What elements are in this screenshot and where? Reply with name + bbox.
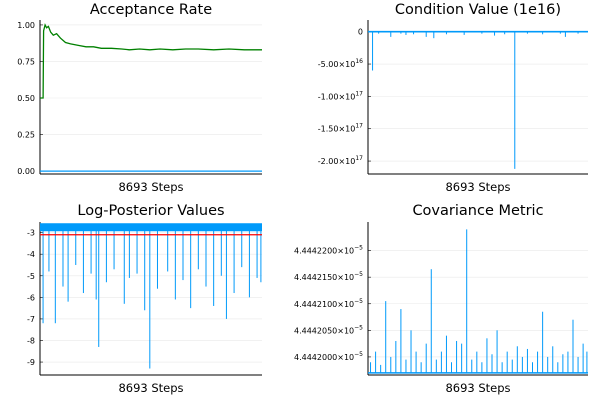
x-axis-label: 8693 Steps <box>445 381 510 395</box>
chart-title: Condition Value (1e16) <box>395 2 561 18</box>
x-axis-label: 8693 Steps <box>445 180 510 194</box>
y-tick-label: -9 <box>27 358 35 367</box>
y-tick-base: -5.00×10 <box>318 60 356 69</box>
chart-title: Log-Posterior Values <box>77 203 224 219</box>
y-tick-base: 4.4442000×10 <box>294 353 354 362</box>
y-tick-label: -1.50×1017 <box>318 123 363 134</box>
y-tick-label: 0.00 <box>17 167 35 176</box>
y-tick-label: 0.75 <box>17 57 35 66</box>
y-tick-label: 0.25 <box>17 131 35 140</box>
y-tick-base: 4.4442050×10 <box>294 326 354 335</box>
y-tick-base: 4.4442150×10 <box>294 273 354 282</box>
y-tick-label: 4.4442050×10−5 <box>294 324 363 335</box>
y-tick-label: 0.50 <box>17 94 35 103</box>
y-tick-label: 4.4442100×10−5 <box>294 298 363 309</box>
y-tick-base: 4.4442200×10 <box>294 247 354 256</box>
x-axis-label: 8693 Steps <box>118 381 183 395</box>
subplot-condition: Condition Value (1e16) 0 -5.00×1016 -1.00×1… <box>318 2 588 194</box>
y-tick-exponent: −5 <box>354 324 363 331</box>
y-tick-label: -3 <box>27 229 35 238</box>
plot-area <box>40 223 262 369</box>
y-tick-label: -7 <box>27 315 35 324</box>
y-tick-exponent: −5 <box>354 298 363 305</box>
y-tick-base: 0 <box>358 28 363 37</box>
y-tick-exponent: 17 <box>355 123 363 130</box>
y-tick-label: 1.00 <box>17 21 35 30</box>
y-tick-label: -2.00×1017 <box>318 155 363 166</box>
y-tick-label: 4.4442150×10−5 <box>294 271 363 282</box>
plot-area <box>40 23 262 172</box>
subplot-acceptance: Acceptance Rate 0.00 0.25 0.50 0.75 1.00 8693 … <box>17 2 262 194</box>
x-axis-label: 8693 Steps <box>118 180 183 194</box>
y-tick-base: -1.50×10 <box>318 125 356 134</box>
y-tick-label: -8 <box>27 336 35 345</box>
y-tick-label: -4 <box>27 250 35 259</box>
series-line <box>40 23 262 99</box>
y-tick-exponent: −5 <box>354 245 363 252</box>
y-tick-label: 4.4442000×10−5 <box>294 351 363 362</box>
y-tick-label: -6 <box>27 293 35 302</box>
y-tick-exponent: 16 <box>355 58 363 65</box>
y-tick-base: -2.00×10 <box>318 157 356 166</box>
y-tick-label: -1.00×1017 <box>318 90 363 101</box>
y-tick-exponent: 17 <box>355 155 363 162</box>
plot-area <box>368 30 588 169</box>
y-tick-label: 4.4442200×10−5 <box>294 245 363 256</box>
y-tick-base: -1.00×10 <box>318 92 356 101</box>
y-tick-exponent: −5 <box>354 351 363 358</box>
subplot-logpost: Log-Posterior Values -3 -4 -5 -6 -7 -8 -9 8693 S… <box>27 203 262 395</box>
y-tick-label: 0 <box>358 28 363 37</box>
plot-area <box>368 229 588 374</box>
y-tick-exponent: 17 <box>355 90 363 97</box>
chart-title: Covariance Metric <box>412 203 543 219</box>
y-tick-label: -5.00×1016 <box>318 58 363 69</box>
y-tick-label: -5 <box>27 272 35 281</box>
series-dense-band <box>40 223 262 232</box>
chart-title: Acceptance Rate <box>90 2 212 18</box>
y-tick-base: 4.4442100×10 <box>294 300 354 309</box>
subplot-covariance: Covariance Metric4.4442000×10−54.4442050… <box>294 203 588 395</box>
y-tick-exponent: −5 <box>354 271 363 278</box>
